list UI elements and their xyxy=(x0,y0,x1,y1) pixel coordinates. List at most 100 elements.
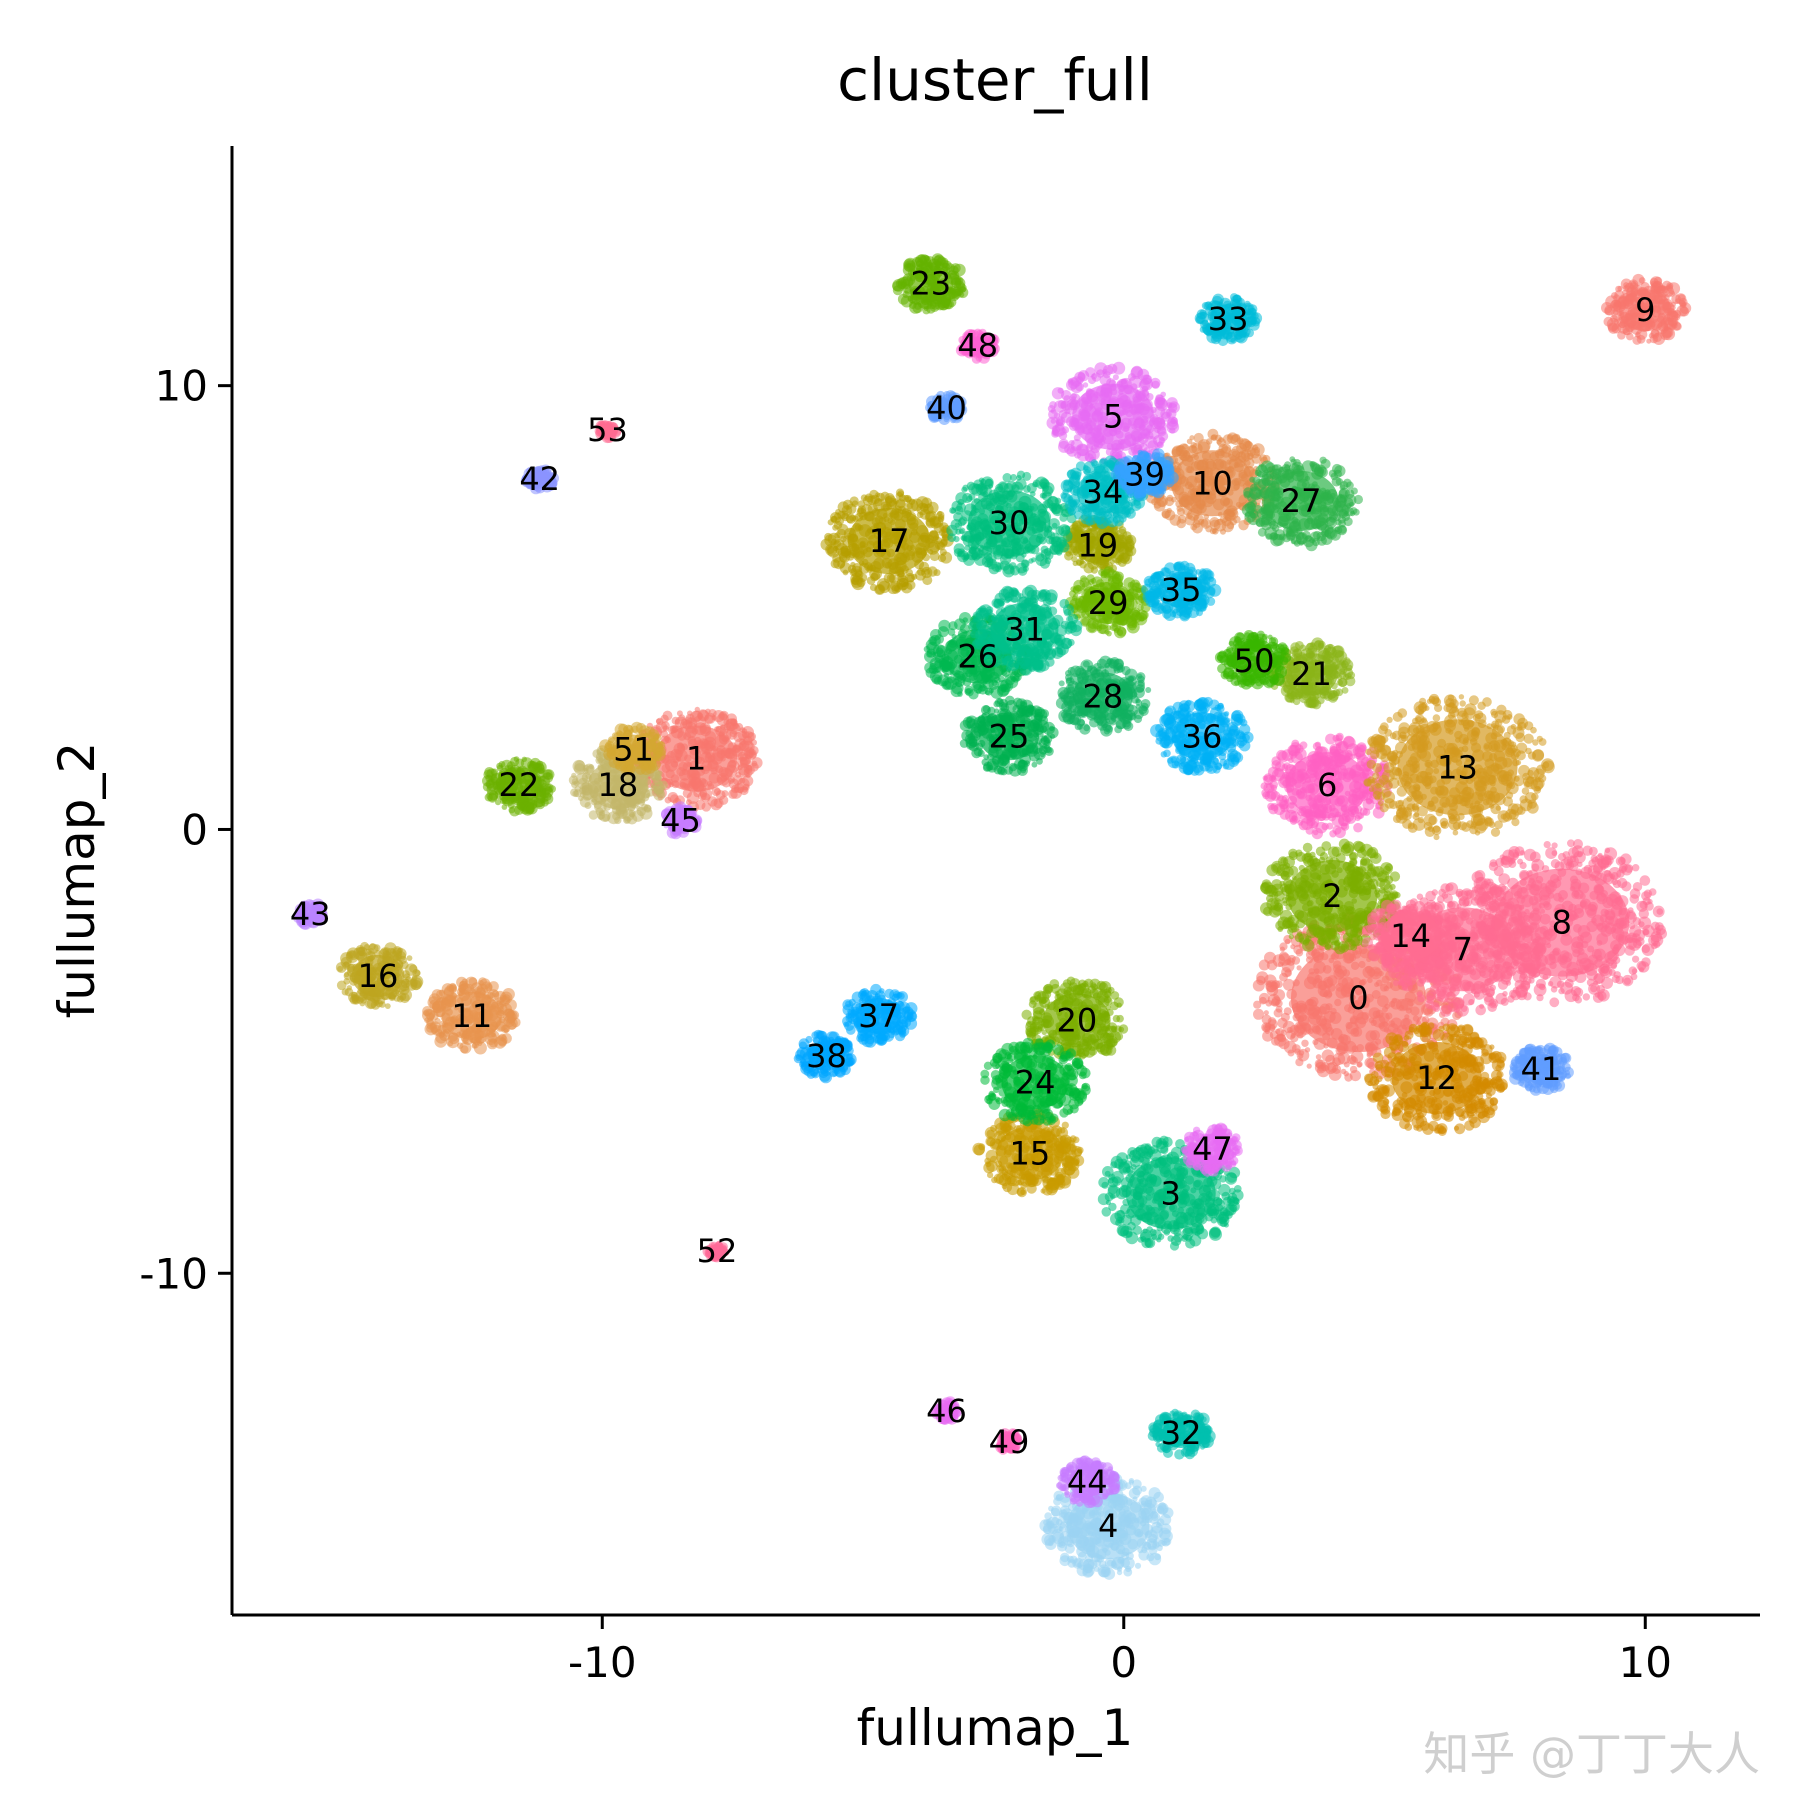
cluster-label-50: 50 xyxy=(1234,642,1275,680)
cluster-label-7: 7 xyxy=(1453,930,1473,968)
cluster-cloud-48 xyxy=(955,328,1000,364)
cluster-label-44: 44 xyxy=(1067,1463,1108,1501)
cluster-label-14: 14 xyxy=(1390,917,1431,955)
cluster-point-clouds xyxy=(293,253,1692,1580)
cluster-label-47: 47 xyxy=(1192,1130,1233,1168)
cluster-label-4: 4 xyxy=(1098,1507,1118,1545)
cluster-label-6: 6 xyxy=(1317,766,1337,804)
cluster-label-45: 45 xyxy=(660,802,701,840)
cluster-label-8: 8 xyxy=(1552,904,1572,942)
cluster-label-5: 5 xyxy=(1103,398,1123,436)
axis-ticks: -10 0 10 10 0 -10 xyxy=(139,362,1672,1687)
cluster-cloud-20 xyxy=(1021,976,1129,1061)
cluster-cloud-43 xyxy=(293,898,328,930)
cluster-cloud-40 xyxy=(925,390,968,425)
watermark-text: 知乎 @丁丁大人 xyxy=(1423,1727,1760,1781)
x-tick-label: -10 xyxy=(568,1638,637,1687)
cluster-cloud-16 xyxy=(335,941,424,1010)
cluster-label-41: 41 xyxy=(1521,1050,1562,1088)
cluster-label-19: 19 xyxy=(1077,526,1118,564)
cluster-label-17: 17 xyxy=(869,522,910,560)
cluster-cloud-49 xyxy=(995,1428,1023,1455)
cluster-label-1: 1 xyxy=(686,739,706,777)
cluster-label-23: 23 xyxy=(910,265,951,303)
y-tick-label: -10 xyxy=(139,1249,208,1298)
cluster-label-51: 51 xyxy=(613,731,654,769)
cluster-cloud-29 xyxy=(1064,566,1151,639)
cluster-cloud-11 xyxy=(422,976,521,1055)
cluster-cloud-51 xyxy=(599,721,666,776)
cluster-label-36: 36 xyxy=(1182,717,1223,755)
cluster-label-10: 10 xyxy=(1192,464,1233,502)
cluster-cloud-33 xyxy=(1194,293,1263,347)
cluster-cloud-5 xyxy=(1046,361,1180,469)
cluster-label-33: 33 xyxy=(1208,300,1249,338)
cluster-label-42: 42 xyxy=(519,460,560,498)
cluster-cloud-17 xyxy=(820,488,954,595)
cluster-label-34: 34 xyxy=(1083,473,1124,511)
cluster-cloud-39 xyxy=(1110,448,1179,501)
cluster-label-30: 30 xyxy=(989,504,1030,542)
cluster-label-37: 37 xyxy=(858,997,899,1035)
cluster-label-21: 21 xyxy=(1291,655,1332,693)
cluster-cloud-53 xyxy=(594,420,622,444)
cluster-cloud-38 xyxy=(793,1029,857,1084)
cluster-label-3: 3 xyxy=(1161,1174,1181,1212)
cluster-cloud-50 xyxy=(1214,630,1292,690)
cluster-label-0: 0 xyxy=(1348,979,1368,1017)
cluster-label-53: 53 xyxy=(587,411,628,449)
cluster-label-16: 16 xyxy=(358,957,399,995)
cluster-cloud-8 xyxy=(1457,839,1667,1008)
cluster-cloud-30 xyxy=(946,470,1077,578)
cluster-label-35: 35 xyxy=(1161,571,1202,609)
cluster-labels: 0123456789101112131415161718192021222324… xyxy=(290,265,1656,1546)
cluster-cloud-45 xyxy=(661,801,703,840)
cluster-label-25: 25 xyxy=(989,717,1030,755)
y-tick-label: 0 xyxy=(181,805,208,854)
y-tick-label: 10 xyxy=(155,362,208,411)
cluster-cloud-37 xyxy=(842,983,918,1048)
cluster-cloud-12 xyxy=(1364,1021,1508,1136)
cluster-label-49: 49 xyxy=(989,1423,1030,1461)
cluster-label-18: 18 xyxy=(598,766,639,804)
cluster-cloud-35 xyxy=(1141,560,1222,622)
x-axis-title: fullumap_1 xyxy=(857,1699,1134,1757)
cluster-cloud-23 xyxy=(892,253,969,315)
cluster-cloud-36 xyxy=(1150,696,1254,776)
cluster-label-9: 9 xyxy=(1635,291,1655,329)
cluster-cloud-3 xyxy=(1097,1135,1244,1251)
cluster-label-20: 20 xyxy=(1056,1001,1097,1039)
cluster-cloud-46 xyxy=(930,1396,962,1425)
cluster-label-2: 2 xyxy=(1322,877,1342,915)
cluster-label-29: 29 xyxy=(1088,584,1129,622)
cluster-label-40: 40 xyxy=(926,389,967,427)
cluster-cloud-41 xyxy=(1509,1042,1574,1096)
cluster-label-26: 26 xyxy=(957,637,998,675)
cluster-label-32: 32 xyxy=(1161,1414,1202,1452)
cluster-label-31: 31 xyxy=(1004,611,1045,649)
cluster-label-48: 48 xyxy=(957,327,998,365)
cluster-label-27: 27 xyxy=(1281,482,1322,520)
cluster-label-22: 22 xyxy=(498,766,539,804)
cluster-label-24: 24 xyxy=(1015,1063,1056,1101)
chart-title: cluster_full xyxy=(837,46,1153,114)
cluster-cloud-42 xyxy=(520,464,559,495)
cluster-label-11: 11 xyxy=(452,997,493,1035)
cluster-label-12: 12 xyxy=(1416,1059,1457,1097)
cluster-label-13: 13 xyxy=(1437,748,1478,786)
cluster-cloud-22 xyxy=(482,756,556,817)
cluster-label-39: 39 xyxy=(1124,455,1165,493)
cluster-cloud-25 xyxy=(959,695,1059,777)
cluster-cloud-47 xyxy=(1180,1122,1243,1177)
cluster-label-43: 43 xyxy=(290,895,331,933)
cluster-cloud-44 xyxy=(1056,1455,1121,1509)
cluster-cloud-52 xyxy=(702,1240,730,1263)
cluster-label-15: 15 xyxy=(1010,1134,1051,1172)
y-axis-title: fullumap_2 xyxy=(48,742,106,1019)
cluster-cloud-28 xyxy=(1055,655,1152,737)
cluster-label-46: 46 xyxy=(926,1392,967,1430)
cluster-label-38: 38 xyxy=(806,1037,847,1075)
cluster-cloud-9 xyxy=(1601,273,1692,346)
x-tick-label: 10 xyxy=(1619,1638,1672,1687)
